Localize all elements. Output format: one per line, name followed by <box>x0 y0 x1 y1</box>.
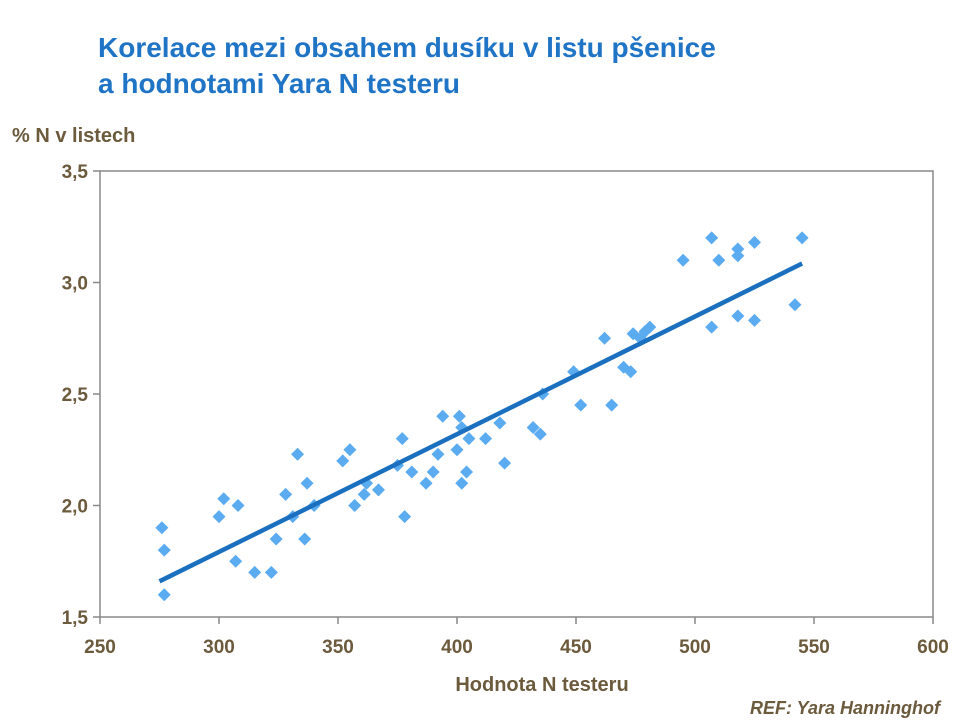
data-point <box>788 298 802 312</box>
data-point <box>731 249 745 263</box>
data-point <box>705 320 719 334</box>
y-tick-label: 3,5 <box>62 162 89 183</box>
chart-title: Korelace mezi obsahem dusíku v listu pše… <box>98 30 716 102</box>
data-point <box>279 487 293 501</box>
data-point <box>452 409 466 423</box>
tick-labels: 1,5 2,0 2,5 3,0 3,5 250 300 350 400 450 500 550 600 <box>62 162 949 658</box>
y-tick-label: 3,0 <box>62 274 88 295</box>
data-point <box>431 447 445 461</box>
trendline <box>158 261 804 584</box>
data-point <box>336 454 350 468</box>
data-point <box>269 532 283 546</box>
data-point <box>157 543 171 557</box>
data-point <box>533 427 547 441</box>
data-point <box>712 253 726 267</box>
data-point <box>229 554 243 568</box>
axes <box>93 170 934 624</box>
data-point <box>300 476 314 490</box>
data-point <box>405 465 419 479</box>
data-point <box>419 476 433 490</box>
data-point <box>436 409 450 423</box>
data-point <box>157 588 171 602</box>
data-point <box>479 432 493 446</box>
data-point <box>155 521 169 535</box>
reference-note: REF: Yara Hanninghof <box>749 698 940 718</box>
x-tick-label: 350 <box>322 637 354 658</box>
x-tick-label: 250 <box>84 637 116 658</box>
data-point <box>643 320 657 334</box>
x-tick-label: 400 <box>441 637 473 658</box>
data-point <box>460 465 474 479</box>
data-point <box>231 499 245 512</box>
y-axis-label: % N v listech <box>12 125 136 147</box>
chart-title-line-2: a hodnotami Yara N testeru <box>98 68 461 99</box>
data-point <box>248 565 262 579</box>
data-point <box>605 398 619 412</box>
data-point <box>705 231 719 245</box>
data-point <box>426 465 440 479</box>
data-point <box>264 565 278 579</box>
data-point <box>450 443 464 457</box>
y-tick-label: 2,0 <box>62 497 88 518</box>
data-point <box>298 532 312 546</box>
data-point <box>748 313 761 327</box>
data-point <box>348 499 362 512</box>
data-point <box>455 476 469 490</box>
x-tick-label: 500 <box>679 637 711 658</box>
data-point <box>526 420 540 434</box>
data-point <box>357 487 371 501</box>
x-tick-label: 550 <box>798 637 830 658</box>
x-tick-label: 450 <box>560 637 592 658</box>
data-point <box>462 432 476 446</box>
x-tick-label: 600 <box>917 637 949 658</box>
data-point <box>217 492 231 506</box>
data-point <box>493 416 507 430</box>
data-point <box>343 443 357 457</box>
data-point <box>398 510 412 524</box>
data-point <box>624 365 638 379</box>
data-point <box>574 398 588 412</box>
data-point <box>731 309 745 323</box>
x-axis-label: Hodnota N testeru <box>455 674 629 696</box>
y-tick-label: 2,5 <box>62 385 89 406</box>
data-point <box>748 235 761 249</box>
data-point <box>212 510 226 524</box>
data-points <box>155 231 809 602</box>
data-point <box>395 432 409 446</box>
data-point <box>795 231 809 245</box>
data-point <box>731 242 745 256</box>
data-point <box>498 456 512 470</box>
y-tick-label: 1,5 <box>62 608 89 629</box>
trendline-group <box>158 261 804 584</box>
data-point <box>291 447 305 461</box>
chart-title-line-1: Korelace mezi obsahem dusíku v listu pše… <box>98 32 716 63</box>
data-point <box>676 253 690 267</box>
data-point <box>371 483 385 497</box>
data-point <box>598 331 612 345</box>
x-tick-label: 300 <box>203 637 235 658</box>
